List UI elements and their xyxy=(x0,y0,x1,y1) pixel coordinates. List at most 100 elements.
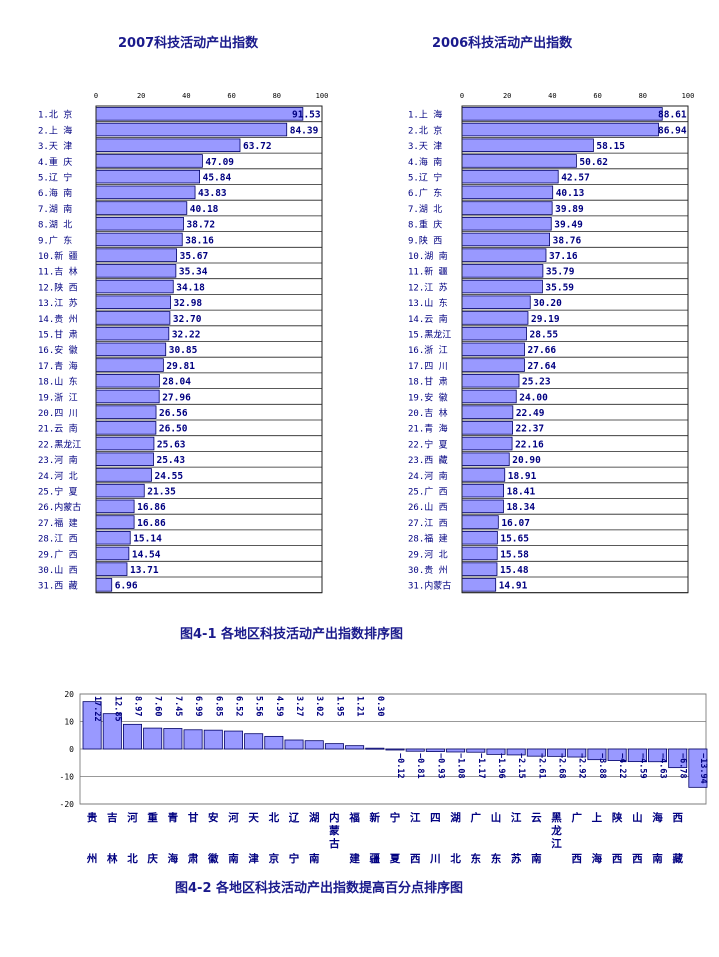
data-label: 27.96 xyxy=(162,392,191,403)
category-char: 黑 xyxy=(551,812,562,824)
bar xyxy=(95,248,178,262)
chart-2007-output-index: 0 20 40 60 80 100 1.北 京 91.53 2.上 海 84.39 3.天 津 63.… xyxy=(38,92,328,594)
bar xyxy=(95,154,203,168)
bar xyxy=(461,122,659,137)
category-label: 14.云 南 xyxy=(408,313,448,325)
category-label: 26.山 西 xyxy=(408,502,448,513)
chart2-title: 2006科技活动产出指数 xyxy=(432,36,573,51)
bar xyxy=(95,279,174,294)
category-label: 22.宁 夏 xyxy=(408,438,448,450)
data-label: 26.56 xyxy=(159,408,188,419)
bar xyxy=(95,405,157,419)
category-label: 10.湖 南 xyxy=(408,250,448,262)
x-tick-label: 40 xyxy=(182,92,190,100)
bar xyxy=(461,342,525,357)
data-label: 17.22 xyxy=(92,696,102,722)
bar xyxy=(461,279,543,294)
category-label: 24.河 北 xyxy=(38,470,78,482)
category-char: 疆 xyxy=(370,853,381,865)
bar xyxy=(461,436,513,451)
data-label: 22.16 xyxy=(515,439,544,450)
category-char: 宁 xyxy=(289,852,300,865)
data-label: 14.91 xyxy=(499,581,528,592)
bar xyxy=(95,436,155,451)
bar xyxy=(461,232,550,247)
data-label: −4.59 xyxy=(637,753,647,779)
bar xyxy=(461,405,514,419)
data-label: 32.70 xyxy=(173,314,202,325)
data-label: 14.54 xyxy=(132,549,161,560)
bar xyxy=(365,747,385,750)
category-char: 夏 xyxy=(389,853,401,865)
data-label: 50.62 xyxy=(579,157,608,168)
data-label: −1.08 xyxy=(456,753,466,779)
bar xyxy=(95,169,200,184)
category-char: 津 xyxy=(248,852,259,865)
data-label: 16.86 xyxy=(137,518,166,529)
category-char: 徽 xyxy=(207,852,219,865)
bar xyxy=(95,562,128,576)
bar xyxy=(461,216,552,231)
data-label: 6.52 xyxy=(233,696,243,716)
category-label: 28.江 西 xyxy=(38,534,78,545)
category-char: 北 xyxy=(269,811,280,824)
category-char: 安 xyxy=(208,811,219,824)
category-label: 23.西 藏 xyxy=(408,454,448,466)
category-label: 8.重 庆 xyxy=(408,219,442,231)
x-tick-label: 60 xyxy=(227,92,235,100)
data-label: 63.72 xyxy=(243,141,272,152)
category-char: 甘 xyxy=(188,811,199,824)
x-tick-label: 20 xyxy=(137,92,145,100)
data-label: 42.57 xyxy=(561,173,590,184)
category-label: 22.黑龙江 xyxy=(38,438,81,450)
data-label: 18.41 xyxy=(507,487,536,498)
category-label: 3.天 津 xyxy=(408,141,442,152)
data-label: 25.23 xyxy=(522,377,551,388)
category-label: 8.湖 北 xyxy=(38,220,72,231)
data-label: 1.95 xyxy=(334,696,344,716)
data-label: 84.39 xyxy=(290,125,319,136)
bar xyxy=(461,154,577,168)
bar xyxy=(607,748,627,762)
bar xyxy=(461,452,510,466)
data-label: 28.04 xyxy=(162,377,191,388)
bar xyxy=(95,342,167,357)
bar xyxy=(82,701,102,750)
bar xyxy=(648,748,668,763)
category-char: 西 xyxy=(571,853,582,865)
category-char: 西 xyxy=(672,812,683,824)
category-char: 庆 xyxy=(146,852,158,865)
category-char: 海 xyxy=(168,852,179,865)
bar xyxy=(95,499,135,514)
x-tick-label: 100 xyxy=(682,92,695,100)
data-label: 12.85 xyxy=(112,696,122,722)
bar xyxy=(461,468,506,482)
category-char: 广 xyxy=(471,811,482,824)
data-label: 1.21 xyxy=(355,696,365,716)
category-label: 31.西 藏 xyxy=(38,580,78,592)
bar xyxy=(143,727,163,750)
bar xyxy=(526,748,546,757)
bar xyxy=(203,729,223,750)
category-char: 南 xyxy=(531,852,542,865)
bar xyxy=(95,389,160,404)
data-label: 8.97 xyxy=(132,696,142,716)
category-label: 4.海 南 xyxy=(408,156,442,168)
figure2-caption: 图4-2 各地区科技活动产出指数提高百分点排序图 xyxy=(175,881,464,896)
data-label: 3.02 xyxy=(314,696,324,716)
data-label: 29.19 xyxy=(531,314,560,325)
bar xyxy=(95,515,135,529)
bar xyxy=(95,232,183,247)
data-label: 16.07 xyxy=(501,518,530,529)
category-char: 林 xyxy=(107,852,118,865)
bar xyxy=(163,728,183,750)
data-label: 21.35 xyxy=(147,487,176,498)
bar xyxy=(461,248,547,262)
bar xyxy=(223,730,243,750)
category-char: 蒙 xyxy=(329,824,340,837)
data-label: 24.00 xyxy=(519,392,548,403)
category-char: 湖 xyxy=(450,811,461,824)
data-label: 3.27 xyxy=(294,696,304,716)
bar xyxy=(461,295,531,309)
data-label: 25.43 xyxy=(156,455,185,466)
